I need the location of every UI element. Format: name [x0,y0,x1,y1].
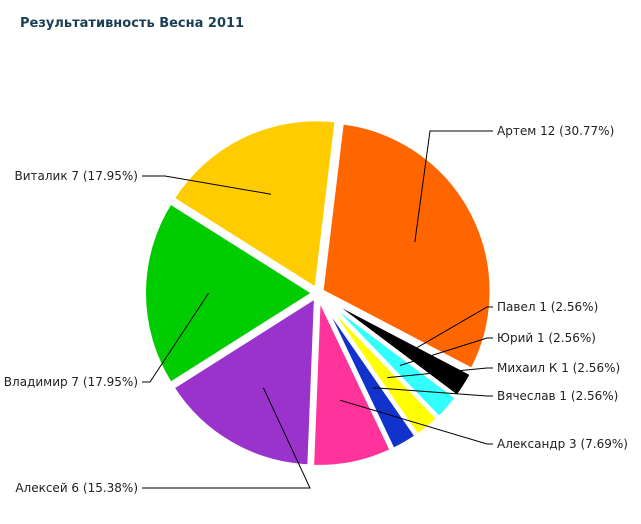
slice-label-3: Юрий 1 (2.56%) [497,331,596,345]
leader-line-7 [142,387,311,489]
slice-label-5: Вячеслав 1 (2.56%) [497,389,618,403]
pie-slice-6 [310,296,395,469]
slice-label-7: Алексей 6 (15.38%) [15,481,138,495]
slice-label-8: Владимир 7 (17.95%) [4,375,138,389]
leader-line-9 [142,175,272,195]
leader-line-8 [142,292,210,383]
leader-line-3 [399,337,493,366]
leader-line-5 [372,387,493,397]
slice-label-9: Виталик 7 (17.95%) [15,169,138,183]
leader-line-1 [414,130,493,243]
slice-label-4: Михаил К 1 (2.56%) [497,361,620,375]
slice-label-6: Александр 3 (7.69%) [497,437,628,451]
pie-slice-8 [142,199,318,387]
leader-line-4 [387,367,493,379]
pie-slices [142,117,494,469]
slice-label-1: Артем 12 (30.77%) [497,124,614,138]
pie-labels: Артем 12 (30.77%) Павел 1 (2.56%) Юрий 1 (… [4,124,628,495]
slice-label-2: Павел 1 (2.56%) [497,300,598,314]
leader-line-2 [410,306,493,352]
leader-line-6 [339,399,493,445]
chart-title: Результативность Весна 2011 [20,16,245,31]
pie-leader-lines [142,130,493,489]
pie-slice-9 [169,117,339,293]
pie-slice-1 [319,120,494,373]
